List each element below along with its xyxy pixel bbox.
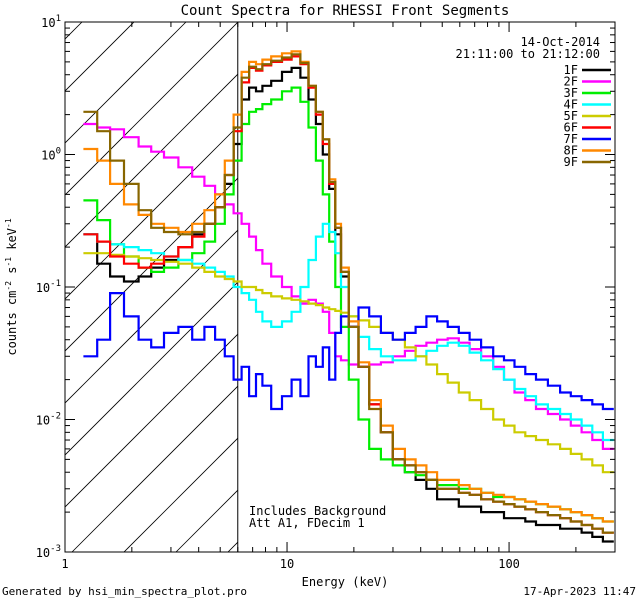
footer-generator: Generated by hsi_min_spectra_plot.pro <box>2 585 247 598</box>
hatch-line <box>65 73 238 248</box>
hatch-line <box>65 229 238 404</box>
x-axis: 1 10 100 <box>61 22 616 571</box>
hatch-line <box>123 437 238 552</box>
x-axis-label: Energy (keV) <box>302 575 389 589</box>
y-label-main: counts cm <box>5 291 19 356</box>
legend-label: 6F <box>564 121 578 135</box>
y-tick-label: 101 <box>41 14 61 30</box>
legend-label: 3F <box>564 86 578 100</box>
y-tick-label: 10-1 <box>36 279 61 295</box>
series-line-5F <box>83 252 614 474</box>
y-axis: 10-3 10-2 10-1 100 101 <box>36 14 615 560</box>
y-label-kev: keV <box>5 228 19 257</box>
y-label-sup-kev: -1 <box>4 218 13 228</box>
hatch-line <box>65 22 187 144</box>
hatch-line <box>280 22 640 552</box>
x-tick-label: 100 <box>498 557 520 571</box>
series-layer <box>83 50 614 543</box>
hatch-line <box>540 22 640 552</box>
x-tick-label: 10 <box>280 557 294 571</box>
observation-time-range: 21:11:00 to 21:12:00 <box>456 47 601 61</box>
y-tick-label: 10-2 <box>36 412 61 428</box>
background-note: Includes Background <box>249 504 386 518</box>
series-line-2F <box>83 122 614 450</box>
x-tick-label: 1 <box>61 557 68 571</box>
y-tick-label: 100 <box>41 147 61 163</box>
hatch-line <box>71 385 238 552</box>
series-line-7F <box>83 292 614 411</box>
observation-date: 14-Oct-2014 <box>521 35 600 49</box>
legend-label: 9F <box>564 155 578 169</box>
y-axis-label: counts cm-2 s-1 keV-1 <box>4 218 19 355</box>
y-label-s: s <box>5 267 19 281</box>
footer-timestamp: 17-Apr-2023 11:47 <box>523 585 636 598</box>
legend-label: 5F <box>564 109 578 123</box>
series-line-4F <box>83 222 614 442</box>
series-line-9F <box>83 53 614 534</box>
attenuator-note: Att A1, FDecim 1 <box>249 516 365 530</box>
hatch-line <box>65 22 238 196</box>
hatch-line <box>65 125 238 300</box>
legend-label: 7F <box>564 132 578 146</box>
y-label-sup-cm: -2 <box>4 281 13 291</box>
legend-label: 8F <box>564 144 578 158</box>
excluded-region-hatch <box>65 22 640 552</box>
y-label-sup-s: -1 <box>4 257 13 267</box>
legend-label: 4F <box>564 98 578 112</box>
y-tick-label: 10-3 <box>36 544 61 560</box>
chart-title: Count Spectra for RHESSI Front Segments <box>181 3 510 19</box>
legend-label: 1F <box>564 63 578 77</box>
hatch-line <box>592 22 640 552</box>
hatch-line <box>332 22 640 552</box>
hatch-line <box>65 333 238 508</box>
legend-label: 2F <box>564 75 578 89</box>
hatch-line <box>65 177 238 352</box>
